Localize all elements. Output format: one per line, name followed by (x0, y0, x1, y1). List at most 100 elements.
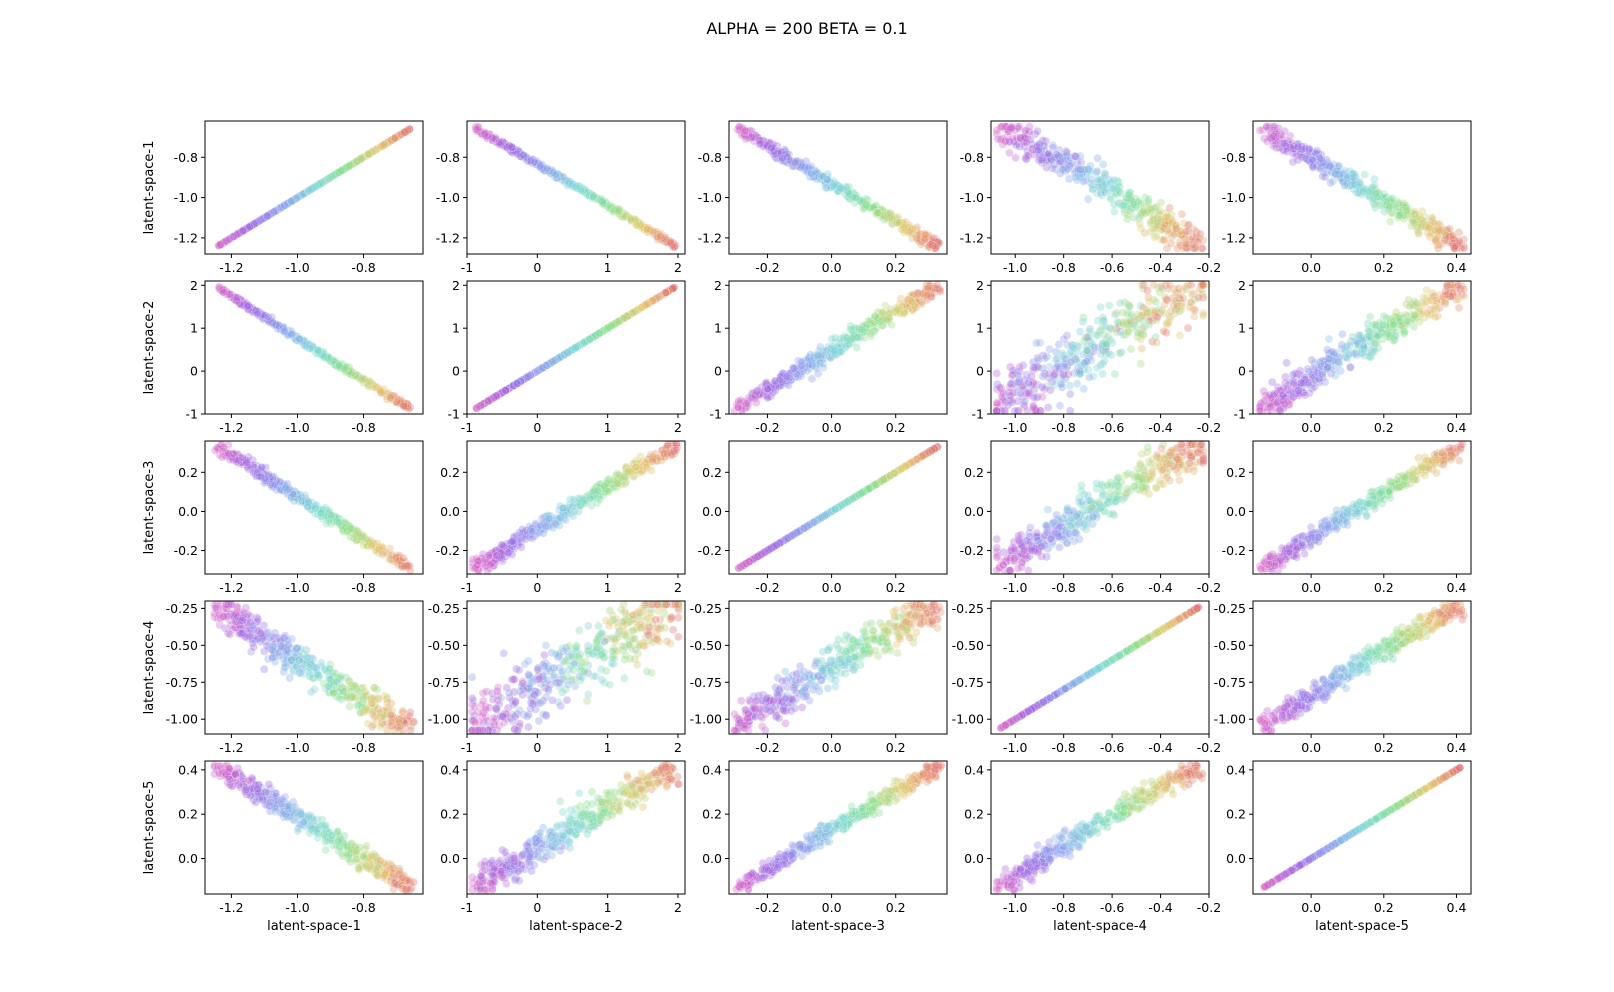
data-point (1029, 392, 1039, 402)
data-point (390, 133, 400, 143)
data-point (386, 393, 395, 403)
data-point (1371, 321, 1380, 331)
data-point (324, 173, 334, 183)
data-point (487, 135, 497, 144)
data-point (220, 237, 230, 247)
data-point (277, 202, 287, 212)
x-tick-label: 0.0 (822, 420, 842, 435)
data-point (371, 145, 381, 155)
data-point (1159, 326, 1168, 336)
data-point (922, 290, 932, 300)
data-point (309, 183, 319, 192)
data-point (659, 235, 668, 244)
data-point (576, 184, 585, 193)
data-point (643, 225, 653, 234)
data-point (635, 221, 645, 230)
data-point (360, 151, 370, 161)
data-point (480, 129, 489, 139)
data-point (1395, 317, 1405, 326)
data-point (353, 156, 363, 165)
data-point (290, 195, 299, 204)
data-point (548, 169, 557, 179)
data-point (1007, 123, 1017, 133)
data-point (1282, 358, 1291, 368)
data-point (397, 129, 406, 139)
data-point (549, 170, 559, 179)
data-point (223, 235, 233, 245)
x-tick-label: 0 (533, 260, 541, 275)
data-point (1013, 396, 1023, 406)
data-point (399, 553, 408, 563)
data-point (481, 131, 490, 140)
data-point (641, 223, 651, 233)
data-point (368, 147, 378, 156)
data-point (1093, 153, 1102, 163)
data-point (1079, 384, 1089, 394)
y-tick-label: 0 (452, 364, 460, 379)
data-point (1101, 322, 1111, 332)
data-point (649, 230, 659, 239)
y-tick-label: -1.0 (174, 190, 198, 205)
data-point (1064, 370, 1073, 379)
data-point (843, 188, 853, 197)
y-tick-label: 0 (714, 364, 722, 379)
data-point (913, 289, 923, 298)
data-point (606, 204, 615, 213)
data-point (383, 137, 393, 147)
data-point (504, 144, 513, 154)
data-point (330, 170, 340, 179)
data-point (235, 228, 245, 237)
data-point (249, 219, 259, 229)
data-point (657, 234, 667, 243)
data-point (517, 150, 526, 160)
data-point (210, 446, 220, 455)
data-point (537, 165, 547, 174)
data-point (363, 150, 373, 159)
data-point (316, 178, 326, 188)
data-point (609, 203, 619, 213)
data-point (489, 133, 498, 143)
data-point (263, 211, 273, 221)
data-point (294, 192, 304, 202)
data-point (216, 240, 225, 249)
data-point (599, 197, 608, 207)
data-point (337, 166, 347, 175)
y-tick-label: -1.0 (698, 190, 722, 205)
data-point (391, 133, 400, 143)
y-tick-label: -1 (710, 407, 722, 422)
data-point (747, 393, 756, 403)
data-point (540, 166, 550, 175)
data-point (626, 215, 636, 225)
data-point (1186, 297, 1196, 307)
data-point (364, 149, 374, 159)
data-point (271, 206, 281, 215)
data-point (931, 242, 940, 252)
y-tick-label: 2 (976, 278, 984, 293)
data-point (734, 396, 743, 406)
data-point (1033, 126, 1042, 136)
data-point (472, 126, 481, 136)
data-point (264, 210, 274, 220)
data-point (255, 216, 265, 225)
data-point (354, 156, 363, 165)
data-point (516, 152, 526, 161)
data-point (245, 222, 254, 232)
figure-title: ALPHA = 200 BETA = 0.1 (706, 19, 907, 38)
data-point (362, 150, 372, 160)
data-point (257, 462, 266, 472)
data-point (482, 134, 492, 143)
y-tick-label: -0.2 (174, 543, 198, 558)
data-point (1198, 281, 1208, 290)
data-point (334, 167, 344, 177)
data-point (397, 129, 406, 139)
data-point (1093, 175, 1103, 184)
data-point (233, 229, 243, 238)
data-point (530, 157, 539, 167)
data-point (607, 203, 616, 213)
data-point (345, 161, 354, 171)
data-point (335, 167, 344, 177)
data-point (228, 232, 238, 242)
data-point (386, 136, 396, 145)
data-point (269, 207, 279, 217)
data-point (526, 155, 535, 165)
